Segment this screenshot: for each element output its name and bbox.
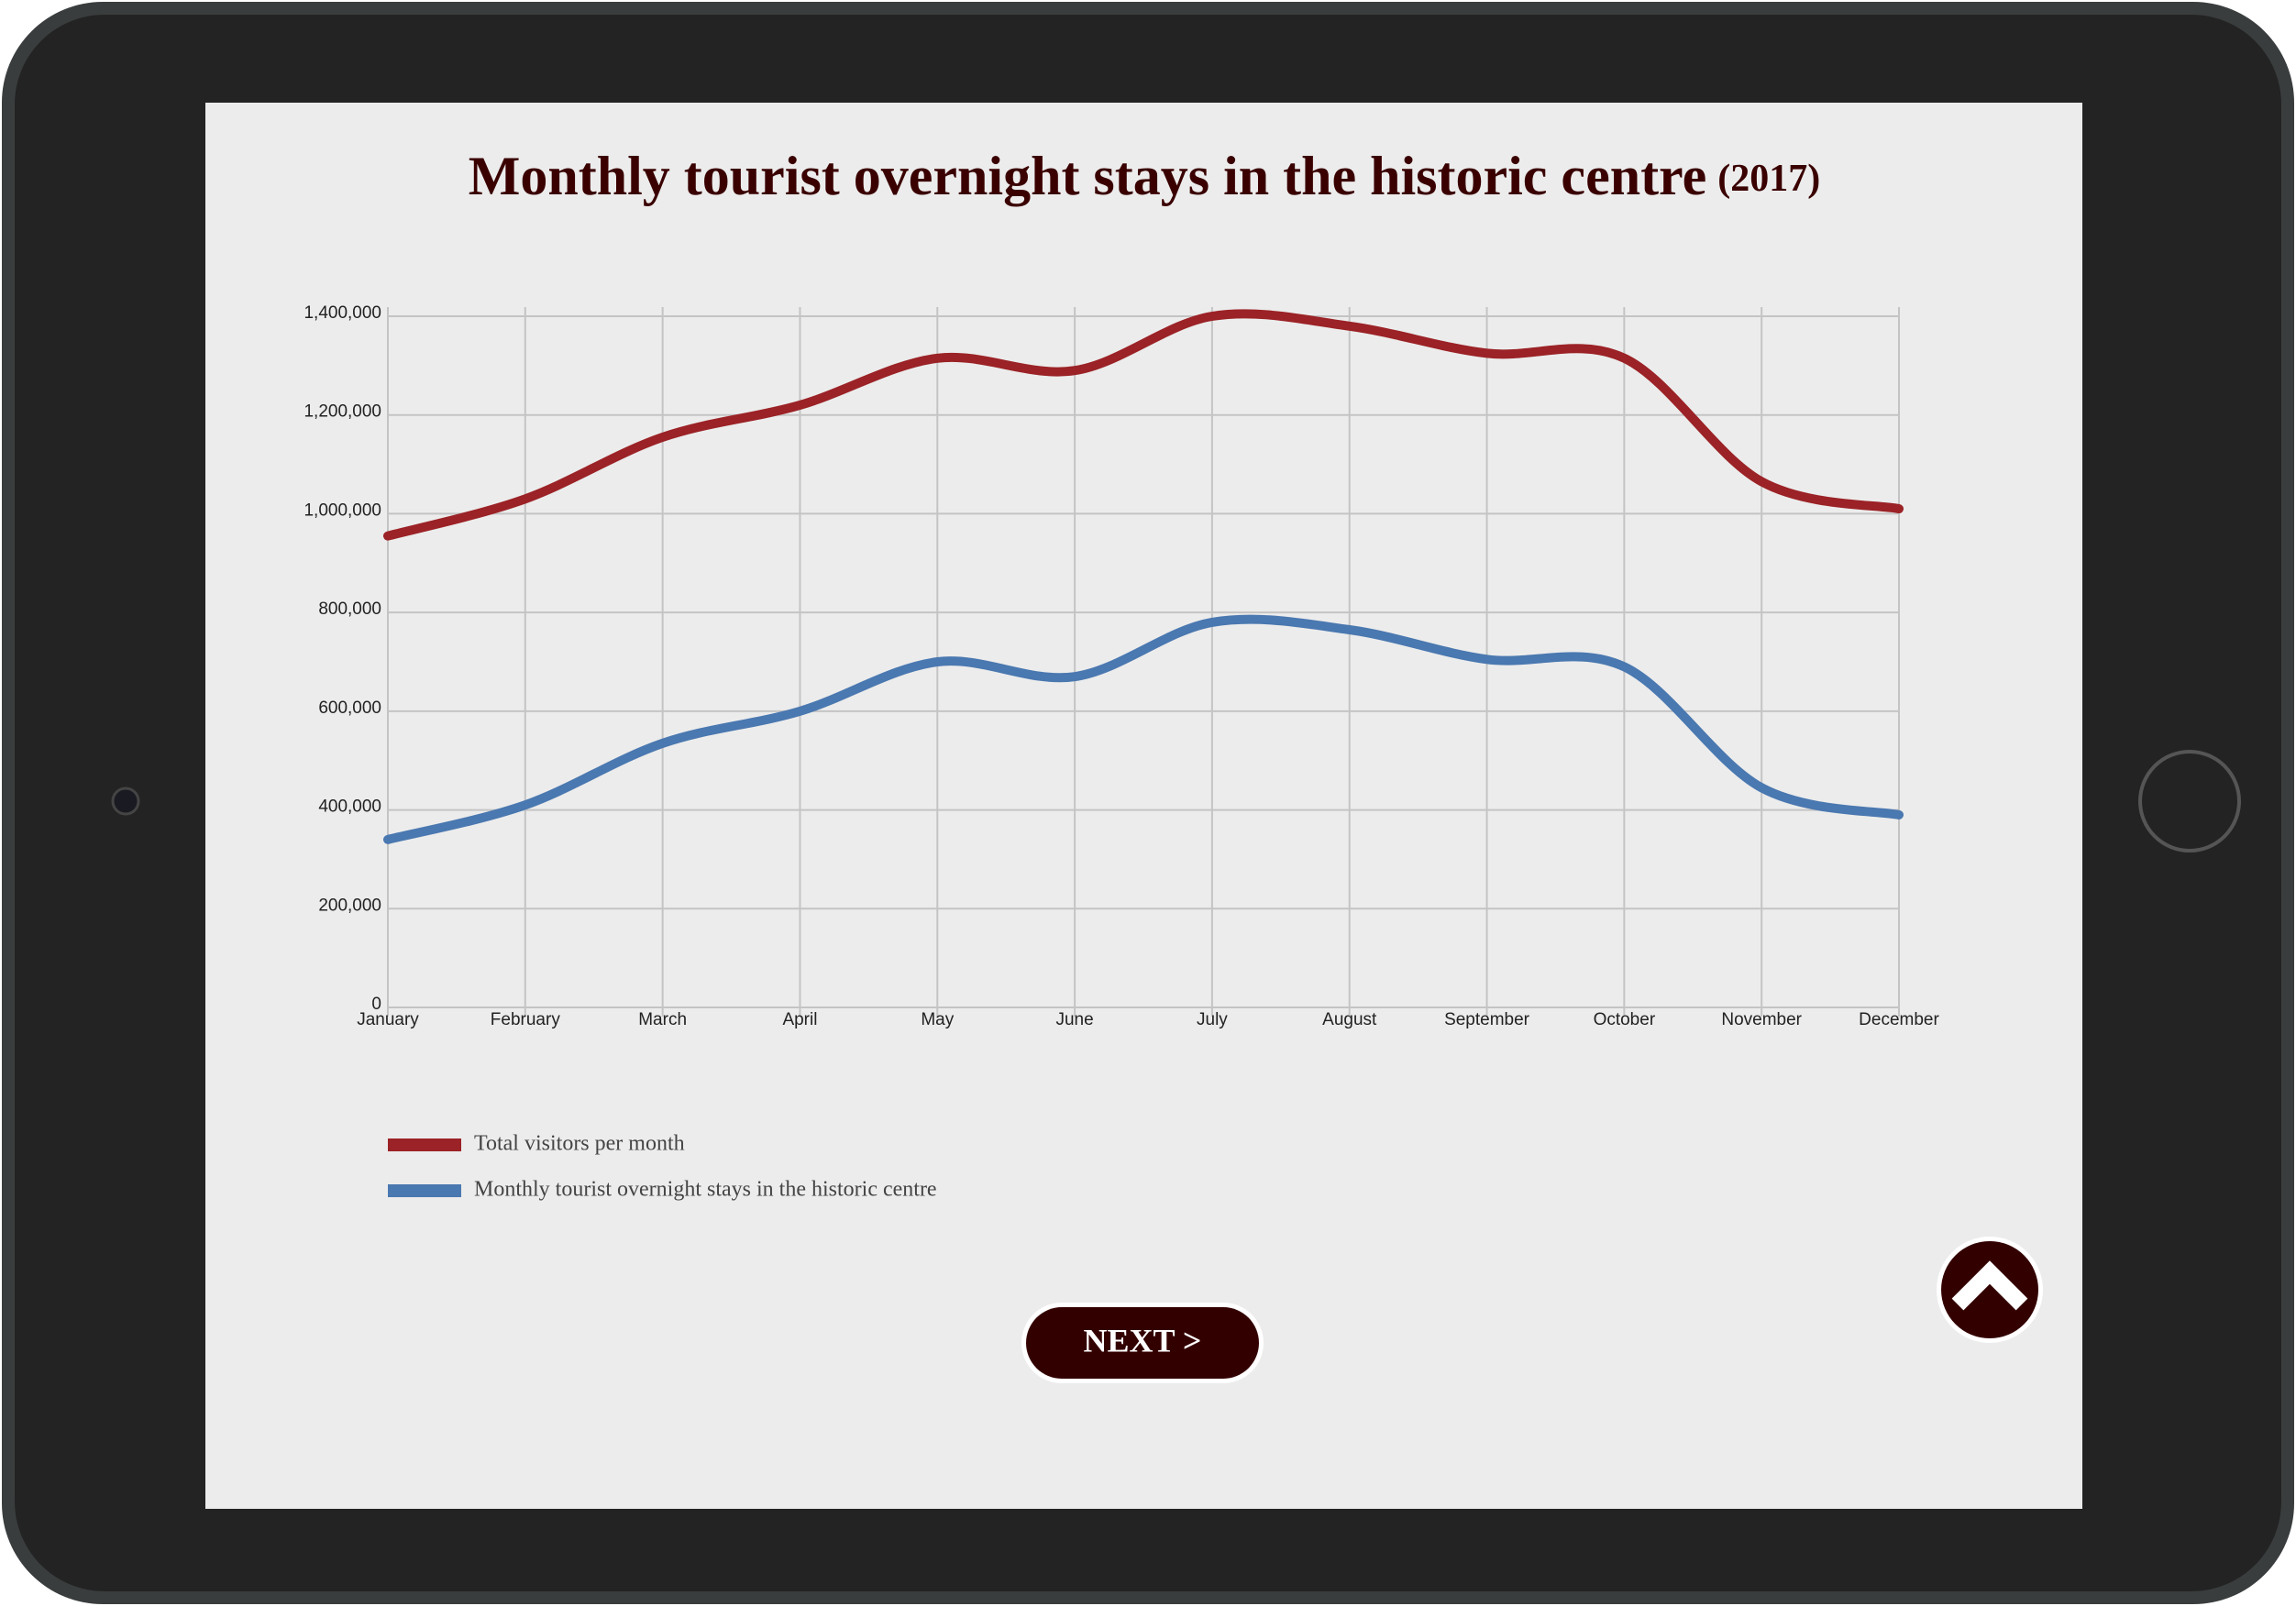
x-tick-label: June [1055, 1010, 1093, 1029]
chart-title: Monthly tourist overnight stays in the h… [469, 146, 1820, 206]
x-tick-label: October [1594, 1010, 1656, 1029]
series-line [383, 614, 1904, 844]
x-tick-label: July [1197, 1010, 1228, 1029]
legend-label: Total visitors per month [474, 1132, 685, 1156]
y-tick-label: 1,200,000 [304, 402, 381, 422]
x-tick-label: August [1322, 1010, 1377, 1029]
y-tick-label: 1,000,000 [304, 500, 381, 520]
y-tick-label: 800,000 [318, 600, 381, 619]
x-tick-label: March [638, 1010, 687, 1029]
x-tick-label: April [782, 1010, 817, 1029]
title-year: (2017) [1717, 158, 1820, 200]
y-tick-label: 0 [371, 995, 381, 1014]
x-tick-label: December [1859, 1010, 1939, 1029]
y-tick-label: 200,000 [318, 896, 381, 915]
scroll-top-body[interactable] [1941, 1241, 2038, 1338]
x-tick-label: May [921, 1010, 954, 1029]
title-main: Monthly tourist overnight stays in the h… [469, 146, 1706, 206]
up-arrow-icon [1951, 1260, 2028, 1311]
scroll-top-button[interactable] [1937, 1237, 2043, 1343]
next-button[interactable]: NEXT > [1021, 1303, 1264, 1383]
y-tick-label: 600,000 [318, 698, 381, 718]
y-tick-label: 400,000 [318, 798, 381, 817]
next-button-label[interactable]: NEXT > [1084, 1322, 1202, 1358]
camera [111, 786, 140, 816]
home-button[interactable] [2138, 750, 2241, 852]
series-line [383, 309, 1904, 541]
x-tick-label: September [1444, 1010, 1530, 1029]
plot: 0 200,000 400,000 600,000 800,000 1,000,000 1,… [304, 303, 1939, 1202]
legend-label: Monthly tourist overnight stays in the h… [474, 1178, 937, 1202]
y-tick-label: 1,400,000 [304, 303, 381, 323]
next-button-body[interactable] [1026, 1307, 1259, 1379]
x-tick-label: January [357, 1010, 419, 1029]
x-tick-label: February [491, 1010, 561, 1029]
x-tick-label: November [1721, 1010, 1802, 1029]
